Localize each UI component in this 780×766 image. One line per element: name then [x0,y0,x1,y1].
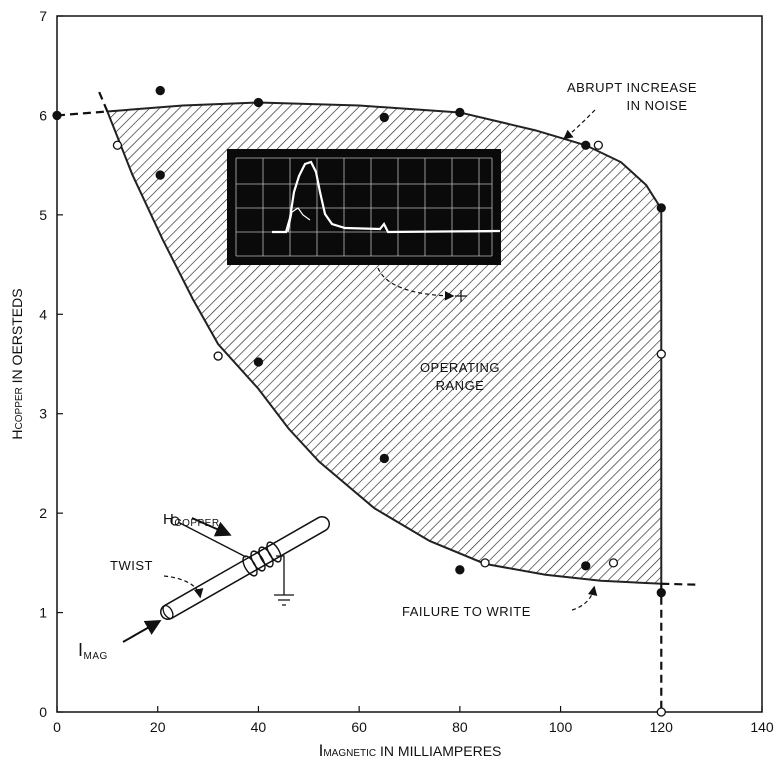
wire-diagram [123,517,322,642]
x-tick-label: 0 [53,719,61,735]
leader-line [565,110,595,138]
y-tick-label: 2 [39,505,47,521]
data-point [380,454,388,462]
data-point [53,111,61,119]
annotation: OPERATING [420,360,500,375]
data-point [113,141,121,149]
data-point [156,171,164,179]
data-point [380,113,388,121]
x-axis-label: IMAGNETIC IN MILLIAMPERES [319,741,502,760]
data-point [156,87,164,95]
x-tick-label: 60 [351,719,367,735]
data-point [657,204,665,212]
inset-label: IMAG [78,640,108,662]
x-tick-label: 100 [549,719,573,735]
x-tick-label: 80 [452,719,468,735]
y-tick-label: 7 [39,8,47,24]
inset-label: TWIST [110,558,153,573]
y-tick-label: 4 [39,306,47,322]
leader-line [572,588,594,610]
data-point [456,108,464,116]
annotation: FAILURE TO WRITE [402,604,531,619]
x-tick-label: 140 [750,719,774,735]
oscilloscope-inset [227,149,501,265]
y-tick-label: 1 [39,605,47,621]
x-tick-label: 40 [251,719,267,735]
inset-label: HCOPPER [163,511,220,529]
y-axis-label: HCOPPER IN OERSTEDS [9,288,25,439]
y-tick-label: 6 [39,107,47,123]
data-point [657,708,665,716]
y-tick-label: 5 [39,207,47,223]
data-point [254,99,262,107]
data-point [582,141,590,149]
data-point [214,352,222,360]
dashed-boundary [97,88,107,112]
y-tick-label: 3 [39,406,47,422]
annotation: ABRUPT INCREASE [567,80,697,95]
data-point [481,559,489,567]
annotation: IN NOISE [626,98,687,113]
data-point [254,358,262,366]
x-tick-label: 20 [150,719,166,735]
data-point [594,141,602,149]
data-point [657,589,665,597]
y-tick-label: 0 [39,704,47,720]
data-point [456,566,464,574]
chart: 0 20 40 60 80 100 120 140 0 1 2 3 4 5 6 7 [0,0,780,766]
data-point [657,350,665,358]
data-point [582,562,590,570]
annotation: RANGE [436,378,485,393]
dashed-boundary [661,584,699,585]
dashed-boundary [57,111,107,115]
data-point [609,559,617,567]
x-tick-label: 120 [650,719,674,735]
